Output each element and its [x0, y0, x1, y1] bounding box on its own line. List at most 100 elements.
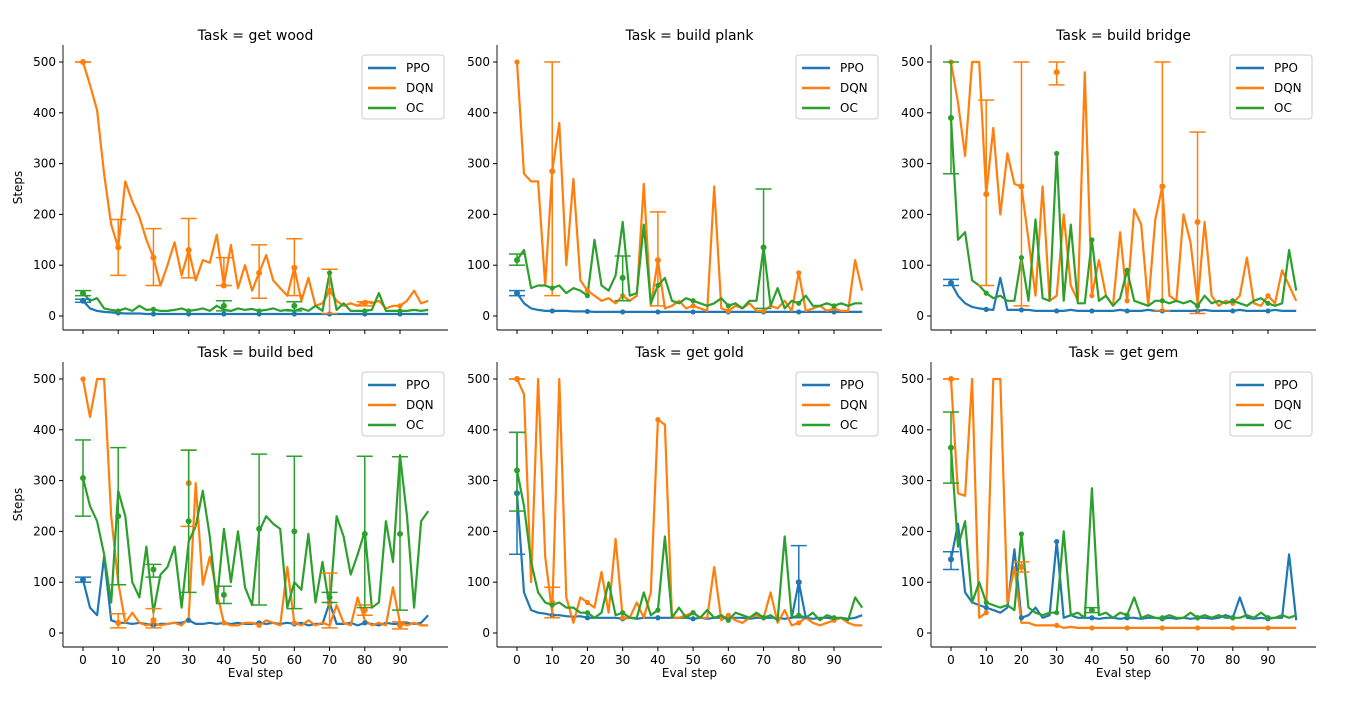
mean-marker-oc [760, 244, 767, 251]
x-tick-label: 30 [615, 653, 630, 667]
x-tick-label: 60 [1155, 653, 1170, 667]
legend-label: PPO [840, 61, 864, 75]
mean-marker-oc [361, 530, 368, 537]
series-line-ppo [82, 300, 429, 316]
x-tick-label: 70 [756, 653, 771, 667]
mean-marker-dqn [1265, 625, 1271, 631]
mean-marker-ppo [690, 309, 696, 315]
mean-marker-ppo [584, 615, 591, 621]
series-line-oc [515, 470, 864, 622]
x-tick-label: 90 [826, 653, 841, 667]
x-tick-label: 40 [1084, 653, 1099, 667]
mean-marker-dqn [361, 300, 368, 307]
mean-marker-oc [619, 274, 626, 281]
mean-marker-oc [549, 285, 555, 291]
mean-marker-dqn [725, 308, 731, 314]
y-tick-label: 500 [33, 55, 56, 69]
y-tick-label: 100 [467, 258, 490, 272]
y-tick-label: 500 [33, 372, 56, 386]
legend-box [361, 371, 445, 437]
y-tick-label: 100 [33, 258, 56, 272]
x-axis-label: Eval step [1096, 666, 1151, 680]
mean-marker-dqn [256, 622, 262, 628]
mean-marker-oc [1054, 150, 1060, 157]
x-tick-label: 10 [979, 653, 994, 667]
mean-marker-oc [1159, 615, 1165, 621]
legend-box [1229, 371, 1313, 437]
mean-marker-dqn [760, 308, 767, 314]
subplot-title: Task = get gold [634, 345, 744, 361]
mean-marker-ppo [80, 297, 86, 304]
x-tick-label: 50 [1119, 653, 1134, 667]
mean-marker-oc [796, 612, 802, 618]
mean-marker-dqn [1124, 625, 1130, 631]
mean-marker-oc [655, 607, 661, 613]
mean-marker-ppo [362, 620, 368, 626]
mean-marker-dqn [655, 417, 661, 423]
y-tick-label: 500 [467, 372, 490, 386]
mean-marker-dqn [80, 59, 86, 65]
x-tick-label: 40 [650, 653, 665, 667]
x-tick-label: 60 [287, 653, 302, 667]
mean-marker-ppo [1089, 308, 1095, 314]
mean-marker-dqn [185, 246, 192, 253]
mean-marker-oc [397, 530, 403, 537]
mean-marker-oc [1230, 298, 1236, 304]
y-tick-label: 200 [33, 524, 56, 538]
mean-marker-oc [256, 308, 262, 314]
mean-marker-oc [983, 599, 989, 606]
y-tick-label: 400 [901, 106, 924, 120]
series-line-ppo [516, 292, 863, 313]
subplot-title: Task = get gem [1068, 345, 1178, 361]
legend-label: OC [406, 418, 424, 432]
y-tick-label: 200 [467, 207, 490, 221]
legend-label: DQN [406, 398, 434, 412]
mean-marker-ppo [655, 309, 661, 315]
legend: PPO DQN OC [361, 371, 445, 437]
legend-label: PPO [840, 378, 864, 392]
mean-marker-dqn [291, 264, 298, 271]
mean-marker-dqn [620, 615, 626, 621]
mean-marker-oc [584, 610, 591, 616]
y-tick-label: 200 [33, 207, 56, 221]
mean-marker-oc [1265, 300, 1271, 306]
legend-label: OC [840, 418, 858, 432]
legend-label: OC [840, 101, 858, 115]
mean-marker-dqn [690, 303, 696, 309]
mean-marker-ppo [690, 616, 696, 622]
mean-marker-ppo [831, 309, 837, 315]
y-tick-label: 500 [901, 55, 924, 69]
y-tick-label: 300 [467, 157, 490, 171]
subplot-4: Task = get gold 0 100 200 300 400 500 0 10 20 30 40… [467, 345, 882, 680]
mean-marker-dqn [220, 282, 227, 289]
mean-marker-dqn [1230, 625, 1236, 631]
y-tick-label: 300 [901, 157, 924, 171]
y-tick-label: 300 [33, 157, 56, 171]
mean-marker-ppo [1018, 615, 1025, 621]
mean-marker-ppo [150, 311, 157, 317]
mean-marker-oc [150, 566, 157, 573]
series-line-dqn [515, 61, 864, 312]
series-line-dqn [81, 61, 429, 310]
series-line-dqn [81, 377, 429, 627]
y-tick-label: 200 [467, 524, 490, 538]
mean-marker-ppo [80, 576, 86, 583]
mean-marker-oc [948, 444, 954, 451]
mean-marker-oc [620, 610, 626, 616]
mean-marker-oc [220, 302, 227, 309]
mean-marker-dqn [150, 254, 157, 261]
x-tick-label: 10 [111, 653, 126, 667]
mean-marker-dqn [549, 168, 556, 175]
mean-marker-ppo [983, 306, 989, 312]
mean-marker-oc [1265, 615, 1271, 621]
legend: PPO DQN OC [795, 371, 879, 437]
mean-marker-oc [150, 306, 157, 312]
subplot-title: Task = get wood [197, 28, 314, 44]
mean-marker-oc [514, 467, 520, 474]
mean-marker-dqn [1124, 298, 1130, 304]
mean-marker-ppo [549, 308, 555, 314]
mean-marker-oc [185, 518, 192, 525]
mean-marker-oc [1194, 303, 1201, 309]
mean-marker-oc [326, 270, 333, 276]
mean-marker-ppo [1265, 308, 1271, 314]
